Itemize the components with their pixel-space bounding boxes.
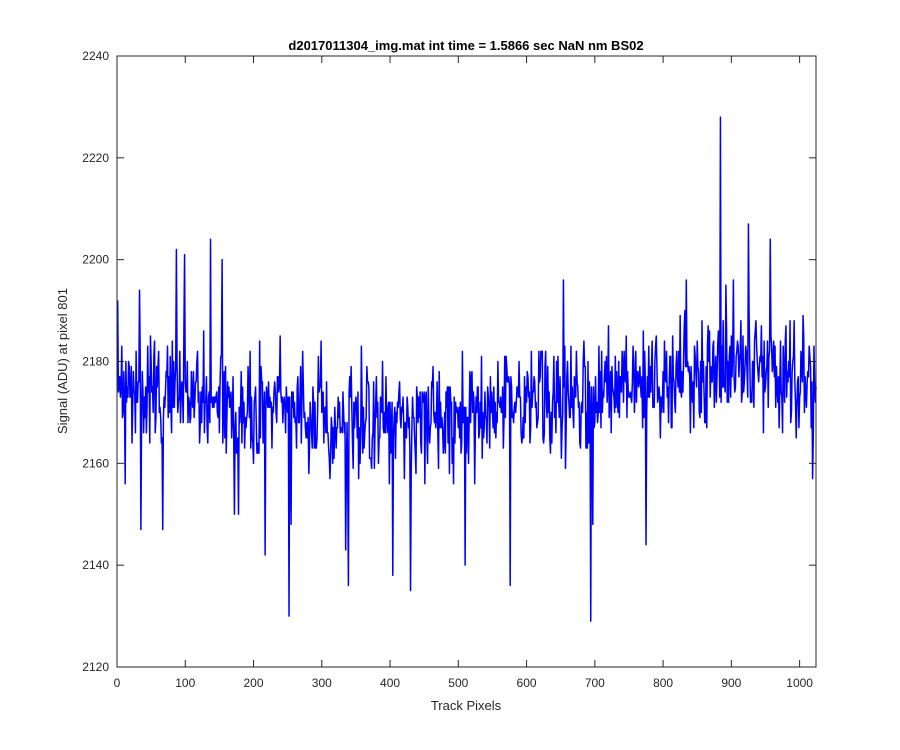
y-axis: 2120 2140 2160 2180 2200 2220 2240 [82, 49, 816, 674]
y-tick-label: 2200 [82, 253, 109, 267]
x-tick-label: 100 [175, 676, 195, 690]
y-tick-label: 2140 [82, 558, 109, 572]
x-tick-label: 400 [380, 676, 400, 690]
x-tick-label: 700 [585, 676, 605, 690]
x-tick-label: 1000 [786, 676, 813, 690]
x-tick-label: 500 [448, 676, 468, 690]
x-tick-label: 200 [244, 676, 264, 690]
x-axis-title: Track Pixels [431, 698, 502, 713]
y-tick-label: 2220 [82, 151, 109, 165]
y-tick-label: 2120 [82, 660, 109, 674]
x-tick-label: 900 [721, 676, 741, 690]
y-tick-label: 2240 [82, 49, 109, 63]
y-tick-label: 2160 [82, 456, 109, 470]
x-axis: 0 100 200 300 400 500 600 700 800 900 1000 [114, 56, 813, 690]
x-tick-label: 0 [114, 676, 121, 690]
plot-area [117, 56, 816, 667]
x-tick-label: 800 [653, 676, 673, 690]
chart-title: d2017011304_img.mat int time = 1.5866 se… [288, 38, 643, 53]
y-tick-label: 2180 [82, 355, 109, 369]
x-tick-label: 300 [312, 676, 332, 690]
y-axis-title: Signal (ADU) at pixel 801 [55, 288, 70, 434]
series-layer [116, 116, 817, 622]
signal-series-line [116, 116, 817, 622]
x-tick-label: 600 [517, 676, 537, 690]
